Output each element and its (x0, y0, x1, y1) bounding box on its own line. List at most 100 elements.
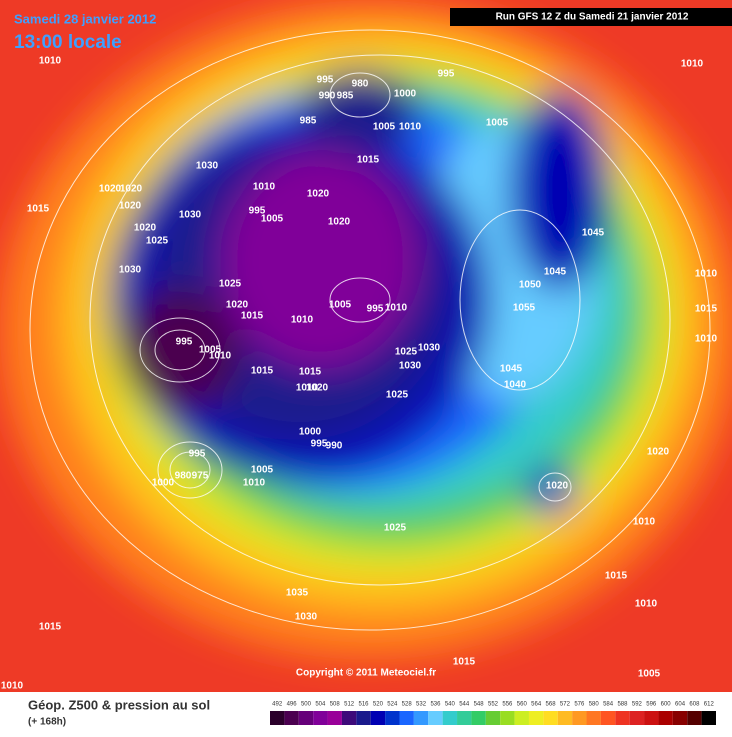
scale-label: 508 (330, 702, 341, 708)
scale-swatch (370, 711, 386, 725)
pressure-label: 1040 (504, 380, 527, 391)
pressure-label: 1025 (219, 279, 242, 290)
pressure-label: 1020 (328, 217, 351, 228)
scale-swatch (471, 711, 486, 725)
scale-swatch (615, 711, 630, 725)
pressure-label: 1015 (39, 622, 62, 633)
scale-swatch (557, 711, 573, 725)
scale-label: 524 (387, 702, 398, 708)
scale-label: 560 (517, 702, 528, 708)
pressure-label: 1015 (251, 366, 274, 377)
pressure-label: 1030 (179, 210, 202, 221)
scale-label: 520 (373, 702, 384, 708)
pressure-label: 1010 (253, 182, 276, 193)
scale-swatch (514, 711, 529, 725)
scale-label: 504 (315, 702, 326, 708)
pressure-label: 1015 (695, 304, 718, 315)
scale-swatch (644, 711, 659, 725)
pressure-label: 1010 (681, 59, 704, 70)
pressure-label: 1005 (329, 300, 352, 311)
pressure-label: 1010 (243, 478, 266, 489)
scale-swatch (600, 711, 616, 725)
scale-swatch (658, 711, 673, 725)
pressure-label: 995 (367, 304, 384, 315)
scale-label: 552 (488, 702, 499, 708)
scale-label: 588 (617, 702, 628, 708)
scale-label: 592 (632, 702, 643, 708)
pressure-label: 995 (176, 337, 193, 348)
scale-label: 512 (344, 702, 355, 708)
scale-swatch (341, 711, 357, 725)
scale-label: 548 (474, 702, 485, 708)
pressure-label: 990 (326, 441, 343, 452)
map-background (0, 0, 732, 692)
scale-swatch (428, 711, 443, 725)
scale-label: 532 (416, 702, 427, 708)
pressure-label: 1050 (519, 280, 542, 291)
scale-swatch (528, 711, 544, 725)
pressure-label: 1005 (638, 669, 661, 680)
pressure-label: 1005 (373, 122, 396, 133)
pressure-label: 995 (317, 75, 334, 86)
pressure-label: 1030 (295, 612, 318, 623)
pressure-label: 1005 (486, 118, 509, 129)
scale-label: 584 (603, 702, 614, 708)
pressure-label: 980 (175, 471, 192, 482)
scale-label: 612 (704, 702, 715, 708)
scale-swatch (586, 711, 601, 725)
scale-swatch (701, 711, 716, 725)
pressure-label: 1020 (307, 189, 330, 200)
scale-label: 596 (646, 702, 657, 708)
scale-swatch (572, 711, 587, 725)
scale-swatch (543, 711, 558, 725)
pressure-label: 990 (319, 91, 336, 102)
scale-label: 528 (402, 702, 413, 708)
pressure-label: 995 (249, 206, 266, 217)
pressure-label: 975 (192, 471, 209, 482)
pressure-label: 980 (352, 79, 369, 90)
scale-swatch (356, 711, 371, 725)
pressure-label: 985 (337, 91, 354, 102)
copyright: Copyright © 2011 Meteociel.fr (296, 668, 436, 679)
local-time: 13:00 locale (14, 32, 122, 53)
pressure-label: 1010 (209, 351, 232, 362)
run-box (450, 8, 732, 26)
pressure-label: 1010 (399, 122, 422, 133)
pressure-label: 1015 (27, 204, 50, 215)
scale-swatch (687, 711, 702, 725)
pressure-label: 1015 (453, 657, 476, 668)
pressure-label: 1020 (546, 481, 569, 492)
pressure-label: 1020 (134, 223, 157, 234)
pressure-label: 995 (189, 449, 206, 460)
pressure-label: 1025 (146, 236, 169, 247)
pressure-label: 1010 (633, 517, 656, 528)
scale-swatch (500, 711, 515, 725)
pressure-label: 1045 (500, 364, 523, 375)
footer-title: Géop. Z500 & pression au sol (28, 697, 210, 712)
scale-label: 608 (689, 702, 700, 708)
pressure-label: 1000 (152, 478, 175, 489)
pressure-label: 1010 (1, 681, 24, 692)
pressure-label: 995 (311, 439, 328, 450)
pressure-label: 1025 (395, 347, 418, 358)
pressure-label: 1030 (119, 265, 142, 276)
pressure-label: 1025 (384, 523, 407, 534)
color-scale: 492 496 500 504 508 512 516 520 524 528 532 536 540 5… (270, 702, 716, 725)
scale-label: 492 (272, 702, 283, 708)
scale-swatch (313, 711, 328, 725)
scale-label: 516 (359, 702, 370, 708)
pressure-label: 1005 (251, 465, 274, 476)
pressure-label: 1030 (418, 343, 441, 354)
pressure-label: 1030 (399, 361, 422, 372)
pressure-label: 1000 (299, 427, 322, 438)
scale-swatch (298, 711, 314, 725)
pressure-label: 1010 (695, 334, 718, 345)
scale-swatch (385, 711, 400, 725)
pressure-label: 1020 (306, 383, 329, 394)
pressure-label: 1045 (582, 228, 605, 239)
pressure-label: 995 (438, 69, 455, 80)
scale-swatch (457, 711, 472, 725)
scale-label: 580 (589, 702, 600, 708)
pressure-label: 1015 (299, 367, 322, 378)
